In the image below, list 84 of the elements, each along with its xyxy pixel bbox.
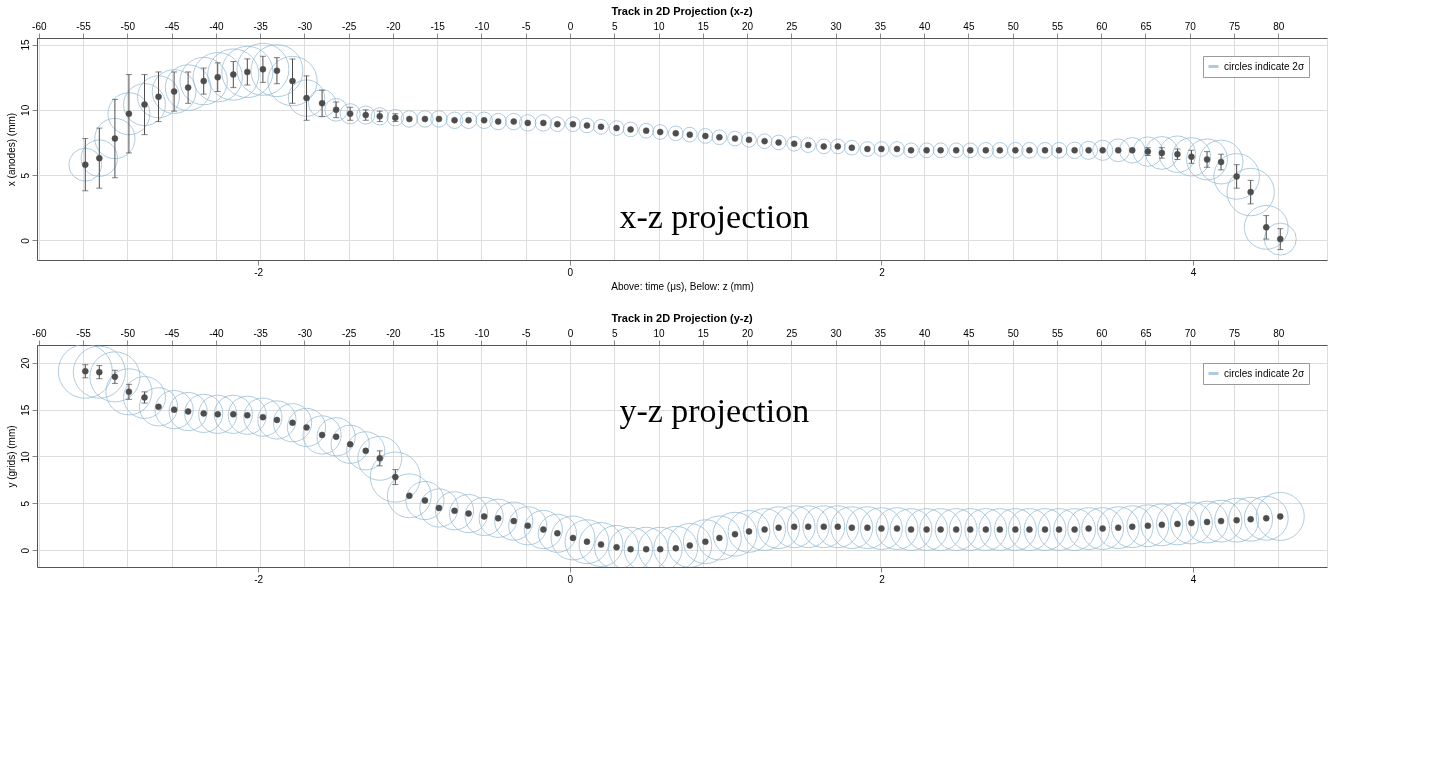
y-tick-label: 10 [19, 450, 31, 463]
x2-tick-label: 60 [1096, 20, 1108, 32]
x-tick-label: 0 [567, 573, 574, 585]
x2-tick-label: 75 [1228, 20, 1241, 32]
x2-tick-label: -5 [521, 20, 532, 32]
x2-tick-label: 0 [567, 327, 574, 339]
x2-tick-label: -5 [521, 327, 532, 339]
legend-label: circles indicate 2σ [1224, 367, 1305, 379]
x2-tick-label: 60 [1096, 327, 1108, 339]
x2-tick-label: -45 [164, 327, 180, 339]
x2-tick-label: -10 [474, 20, 490, 32]
x2-tick-label: -15 [430, 20, 446, 32]
x2-tick-label: 30 [830, 327, 843, 339]
legend-label: circles indicate 2σ [1224, 60, 1305, 72]
y-axis-title: x (anodes) (mm) [5, 112, 17, 187]
x2-tick-label: -35 [253, 20, 269, 32]
x-tick-label: -2 [254, 266, 264, 278]
x2-tick-label: 20 [742, 20, 754, 32]
x2-tick-label: -20 [386, 20, 402, 32]
x2-tick-label: -50 [120, 327, 136, 339]
y-axis-title: y (grids) (mm) [5, 425, 17, 488]
x2-tick-label: 65 [1140, 20, 1152, 32]
y-tick-label: 5 [19, 500, 31, 507]
x2-tick-label: 35 [874, 20, 887, 32]
chart-title: Track in 2D Projection (y-z) [611, 312, 753, 324]
x2-tick-label: 50 [1007, 20, 1020, 32]
x2-tick-label: 80 [1273, 327, 1285, 339]
x2-tick-label: -25 [341, 327, 357, 339]
y-tick-label: 5 [19, 172, 31, 179]
y-tick-label: 0 [19, 547, 31, 554]
x2-tick-label: 70 [1184, 327, 1197, 339]
x2-tick-label: 25 [786, 327, 798, 339]
x2-tick-label: 75 [1228, 327, 1241, 339]
x2-tick-label: -50 [120, 20, 136, 32]
x2-tick-label: -55 [76, 327, 92, 339]
y-tick-label: 20 [19, 357, 31, 369]
x2-tick-label: -40 [209, 327, 225, 339]
x2-tick-label: 55 [1051, 327, 1064, 339]
x2-tick-label: -25 [341, 20, 357, 32]
x2-tick-label: 55 [1051, 20, 1064, 32]
x2-tick-label: 15 [697, 327, 710, 339]
x2-tick-label: 40 [919, 327, 931, 339]
x2-tick-label: 10 [653, 20, 666, 32]
y-tick-label: 10 [19, 104, 31, 116]
x2-tick-label: -30 [297, 327, 313, 339]
x-axis-title: Above: time (μs), Below: z (mm) [611, 280, 754, 292]
y-tick-label: 0 [19, 237, 31, 244]
y-tick-label: 15 [19, 404, 31, 416]
x-tick-label: 2 [879, 266, 886, 278]
x2-tick-label: -40 [209, 20, 225, 32]
x-tick-label: -2 [254, 573, 264, 585]
x2-tick-label: 70 [1184, 20, 1197, 32]
x2-tick-label: -20 [386, 327, 402, 339]
annotation: y-z projection [619, 391, 810, 429]
x-tick-label: 2 [879, 573, 886, 585]
x2-tick-label: 5 [611, 327, 618, 339]
x2-tick-label: 15 [697, 20, 710, 32]
x2-tick-label: 30 [830, 20, 843, 32]
x2-tick-label: -55 [76, 20, 92, 32]
x2-tick-label: 45 [963, 20, 975, 32]
x2-tick-label: -35 [253, 327, 269, 339]
x2-tick-label: 10 [653, 327, 666, 339]
x2-tick-label: -15 [430, 327, 446, 339]
x2-tick-label: 80 [1273, 20, 1285, 32]
x2-tick-label: 45 [963, 327, 975, 339]
x2-tick-label: -60 [32, 327, 47, 339]
y-tick-label: 15 [19, 39, 31, 51]
x2-tick-label: -30 [297, 20, 313, 32]
x2-tick-label: 20 [742, 327, 754, 339]
chart-title: Track in 2D Projection (x-z) [611, 5, 753, 17]
x2-tick-label: 25 [786, 20, 798, 32]
x2-tick-label: 0 [567, 20, 574, 32]
x2-tick-label: 5 [611, 20, 618, 32]
x2-tick-label: -10 [474, 327, 490, 339]
x2-tick-label: 35 [874, 327, 887, 339]
x2-tick-label: -45 [164, 20, 180, 32]
x2-tick-label: 65 [1140, 327, 1152, 339]
x-tick-label: 4 [1190, 573, 1197, 585]
x-tick-label: 4 [1190, 266, 1197, 278]
x2-tick-label: -60 [32, 20, 47, 32]
x2-tick-label: 40 [919, 20, 931, 32]
x2-tick-label: 50 [1007, 327, 1020, 339]
annotation: x-z projection [619, 197, 810, 235]
x-tick-label: 0 [567, 266, 574, 278]
